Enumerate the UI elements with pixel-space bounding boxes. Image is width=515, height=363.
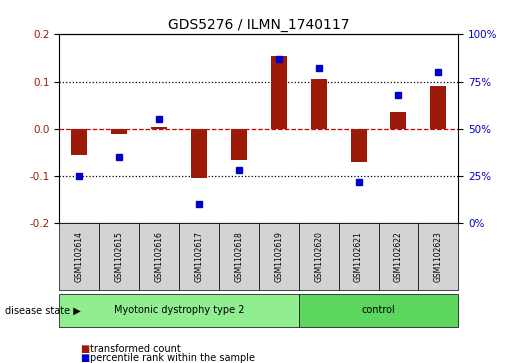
Text: GSM1102622: GSM1102622 [394,232,403,282]
Text: GSM1102620: GSM1102620 [314,231,323,282]
Bar [351,129,367,162]
Bar [191,129,207,179]
Text: GSM1102617: GSM1102617 [195,231,203,282]
Text: percentile rank within the sample: percentile rank within the sample [90,352,255,363]
Bar [151,127,167,129]
Text: ■: ■ [80,352,89,363]
Bar [271,56,287,129]
Bar [431,86,447,129]
Text: Myotonic dystrophy type 2: Myotonic dystrophy type 2 [114,305,244,315]
Text: GSM1102616: GSM1102616 [154,231,163,282]
Text: GSM1102614: GSM1102614 [75,231,83,282]
Text: disease state ▶: disease state ▶ [5,305,81,315]
Text: GSM1102618: GSM1102618 [234,232,243,282]
Text: GSM1102623: GSM1102623 [434,231,443,282]
Text: transformed count: transformed count [90,344,181,354]
Bar [111,129,127,134]
Title: GDS5276 / ILMN_1740117: GDS5276 / ILMN_1740117 [168,18,350,32]
Text: ■: ■ [80,344,89,354]
Bar [231,129,247,160]
Bar [390,113,406,129]
Bar [71,129,87,155]
Text: GSM1102615: GSM1102615 [115,231,124,282]
Bar [311,79,327,129]
Text: control: control [362,305,396,315]
Text: GSM1102621: GSM1102621 [354,232,363,282]
Text: GSM1102619: GSM1102619 [274,231,283,282]
